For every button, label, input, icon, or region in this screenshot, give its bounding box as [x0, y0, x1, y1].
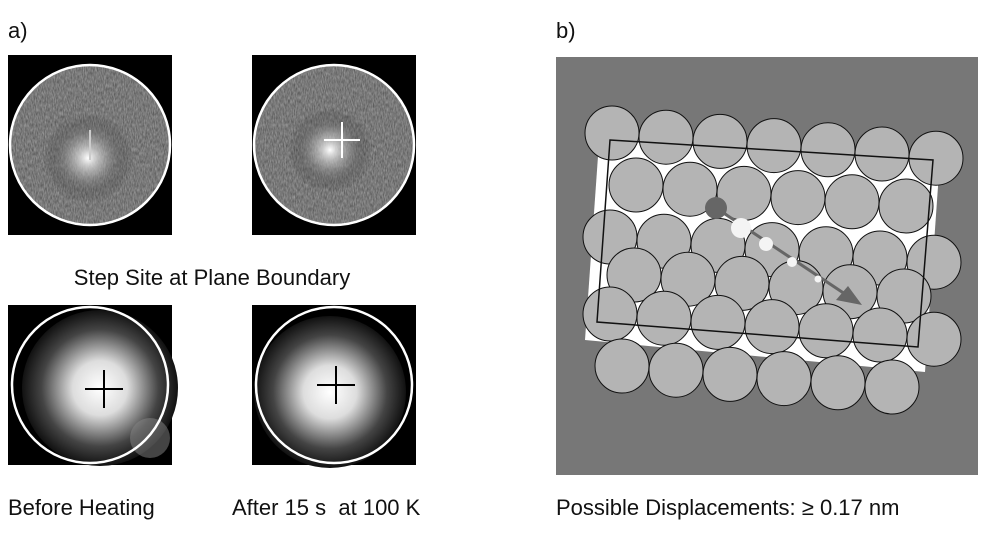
- caption: Step Site at Plane Boundary: [74, 265, 350, 290]
- atom: [703, 347, 757, 401]
- figure: a) b) Step Site at Plane Boundary Before…: [0, 0, 1004, 535]
- panel-label: b): [556, 18, 576, 43]
- atom: [799, 304, 853, 358]
- atom: [585, 106, 639, 160]
- atom: [757, 352, 811, 406]
- atom: [907, 312, 961, 366]
- atom: [693, 114, 747, 168]
- atom: [879, 179, 933, 233]
- atom: [609, 158, 663, 212]
- simulated-spot: [130, 418, 170, 458]
- atom: [583, 287, 637, 341]
- panel-label: a): [8, 18, 28, 43]
- atom: [853, 308, 907, 362]
- atom: [771, 171, 825, 225]
- atom: [801, 123, 855, 177]
- initial-position: [705, 197, 727, 219]
- atom: [691, 295, 745, 349]
- displaced-position: [759, 237, 773, 251]
- atom: [649, 343, 703, 397]
- atom: [909, 131, 963, 185]
- displaced-position: [731, 218, 751, 238]
- atom: [865, 360, 919, 414]
- atom: [855, 127, 909, 181]
- caption: Before Heating: [8, 495, 155, 520]
- caption: Possible Displacements: ≥ 0.17 nm: [556, 495, 899, 520]
- displaced-position: [787, 257, 797, 267]
- atom: [595, 339, 649, 393]
- atom: [637, 291, 691, 345]
- atom: [747, 119, 801, 173]
- atom: [745, 300, 799, 354]
- caption: After 15 s at 100 K: [232, 495, 421, 520]
- atom: [825, 175, 879, 229]
- atom: [811, 356, 865, 410]
- atom: [639, 110, 693, 164]
- displaced-position: [815, 276, 822, 283]
